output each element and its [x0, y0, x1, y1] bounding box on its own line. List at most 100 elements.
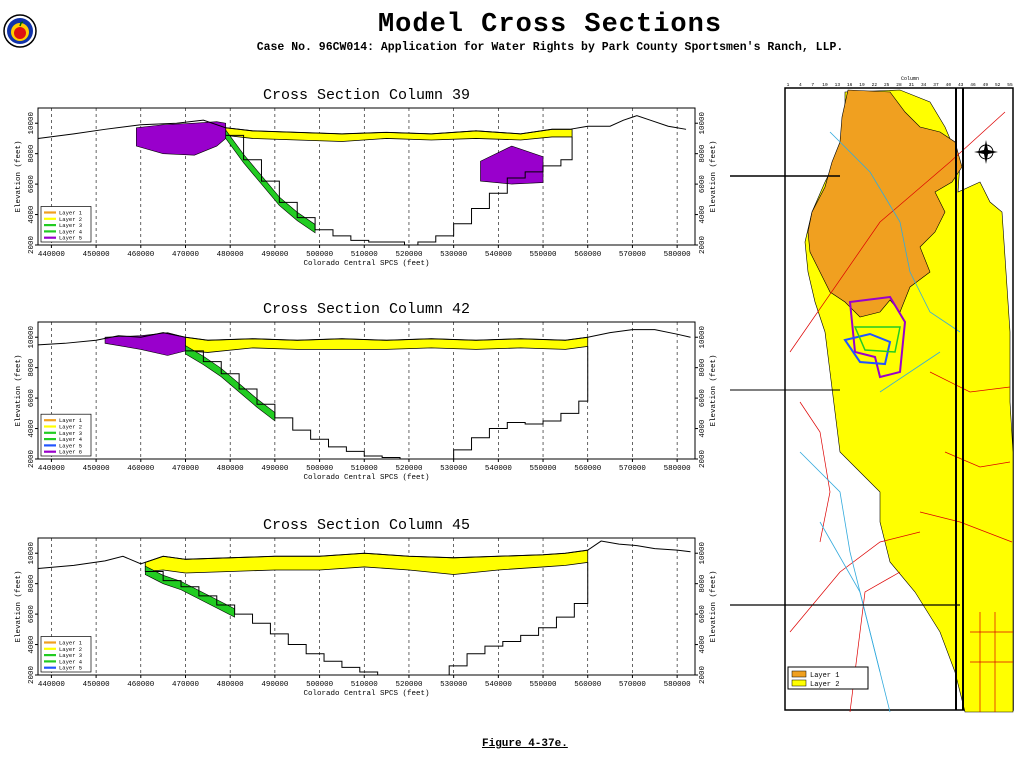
map-top-tick-label: 55	[1007, 82, 1013, 88]
x-tick-label: 440000	[38, 465, 66, 473]
x-tick-label: 550000	[530, 681, 558, 689]
page-subtitle: Case No. 96CW014: Application for Water …	[256, 41, 844, 54]
map-top-tick-label: 1	[787, 82, 790, 88]
y-tick-label: 10000	[28, 541, 36, 564]
y-axis-label: Elevation (feet)	[15, 570, 23, 642]
y-tick-label-right: 8000	[699, 358, 707, 377]
y-tick-label-right: 2000	[699, 666, 707, 685]
x-axis-label: Colorado Central SPCS (feet)	[303, 260, 429, 268]
ground-surface-line	[37, 540, 691, 569]
y-tick-label-right: 10000	[699, 325, 707, 348]
map-top-tick-label: 37	[933, 82, 939, 88]
map-top-tick-label: 34	[921, 82, 927, 88]
x-tick-label: 530000	[440, 465, 468, 473]
y-tick-label: 10000	[28, 111, 36, 134]
x-tick-label: 560000	[574, 465, 602, 473]
x-tick-label: 520000	[395, 251, 423, 259]
x-tick-label: 480000	[217, 681, 245, 689]
cross-section-chart-42: Cross Section Column 42 440000 450000 46000…	[15, 301, 718, 482]
legend-label: Layer 1	[59, 210, 83, 217]
y-tick-label-right: 6000	[699, 605, 707, 624]
map-top-ticks: 1 4 7 10 13 16 19 22 25 28 31 34 37 40 43 46 49 52 55	[787, 82, 1013, 88]
map-top-tick-label: 4	[799, 82, 802, 88]
legend-label: Layer 4	[59, 228, 83, 235]
x-tick-label: 490000	[261, 681, 289, 689]
y-tick-label: 8000	[28, 358, 36, 377]
x-tick-label: 570000	[619, 251, 647, 259]
basement-line	[145, 562, 589, 676]
y-axis-label-right: Elevation (feet)	[710, 354, 718, 426]
x-tick-label: 530000	[440, 251, 468, 259]
page-title: Model Cross Sections	[377, 10, 723, 40]
x-tick-label: 510000	[351, 465, 379, 473]
map-top-tick-label: 43	[958, 82, 964, 88]
x-axis-label: Colorado Central SPCS (feet)	[303, 474, 429, 482]
y-tick-label: 6000	[28, 605, 36, 624]
x-tick-label: 470000	[172, 681, 200, 689]
ground-surface-line	[37, 329, 691, 346]
x-tick-label: 520000	[395, 465, 423, 473]
legend-label: Layer 3	[59, 222, 82, 229]
map-top-tick-label: 19	[859, 82, 865, 88]
map-top-tick-label: 25	[884, 82, 890, 88]
x-tick-label: 540000	[485, 251, 513, 259]
ground-surface-line	[37, 115, 687, 139]
x-tick-label: 490000	[261, 251, 289, 259]
compass-icon	[974, 140, 998, 164]
x-tick-label: 500000	[306, 465, 334, 473]
y-tick-label: 6000	[28, 389, 36, 408]
legend-label: Layer 3	[59, 652, 82, 659]
map-top-tick-label: 52	[995, 82, 1001, 88]
map-legend-layer1: Layer 1	[810, 672, 839, 680]
legend-label: Layer 2	[59, 216, 82, 223]
x-tick-label: 450000	[83, 681, 111, 689]
map-top-tick-label: 16	[847, 82, 853, 88]
y-axis-label: Elevation (feet)	[15, 354, 23, 426]
x-tick-label: 550000	[530, 465, 558, 473]
x-tick-label: 530000	[440, 681, 468, 689]
legend-label: Layer 4	[59, 658, 83, 665]
x-tick-label: 550000	[530, 251, 558, 259]
x-tick-label: 460000	[127, 465, 155, 473]
x-tick-label: 560000	[574, 681, 602, 689]
map-green-outline	[853, 326, 901, 353]
y-tick-label-right: 6000	[699, 389, 707, 408]
x-tick-label: 460000	[127, 681, 155, 689]
location-map: Column 1 4 7 10 13 16 19 22 25 28 31 34 37 40 43 46 49 52…	[730, 76, 1014, 713]
y-tick-label-right: 4000	[699, 205, 707, 224]
y-axis-label: Elevation (feet)	[15, 140, 23, 212]
x-tick-label: 440000	[38, 681, 66, 689]
legend-label: Layer 6	[59, 449, 82, 456]
y-tick-label: 2000	[28, 236, 36, 255]
legend-label: Layer 2	[59, 424, 82, 431]
map-top-tick-label: 40	[946, 82, 952, 88]
cross-section-chart-39: Cross Section Column 39 440000 450000 46000…	[15, 87, 718, 268]
y-tick-label-right: 6000	[699, 175, 707, 194]
y-tick-label: 8000	[28, 574, 36, 593]
x-tick-label: 500000	[306, 681, 334, 689]
y-tick-label: 4000	[28, 635, 36, 654]
x-tick-label: 440000	[38, 251, 66, 259]
x-tick-label: 510000	[351, 251, 379, 259]
legend-label: Layer 2	[59, 646, 82, 653]
x-tick-label: 520000	[395, 681, 423, 689]
x-tick-label: 510000	[351, 681, 379, 689]
x-tick-label: 490000	[261, 465, 289, 473]
x-tick-label: 580000	[664, 465, 692, 473]
x-tick-label: 580000	[664, 251, 692, 259]
x-tick-label: 450000	[83, 251, 111, 259]
x-axis-label: Colorado Central SPCS (feet)	[303, 690, 429, 698]
y-tick-label: 2000	[28, 666, 36, 685]
map-top-tick-label: 46	[970, 82, 976, 88]
map-legend: Layer 1 Layer 2	[787, 666, 869, 690]
y-axis-label-right: Elevation (feet)	[710, 140, 718, 212]
map-top-tick-label: 22	[872, 82, 878, 88]
agency-logo-icon	[3, 14, 37, 48]
figure-label: Figure 4-37e.	[482, 738, 568, 750]
x-tick-label: 470000	[172, 465, 200, 473]
x-tick-label: 480000	[217, 465, 245, 473]
y-tick-label-right: 2000	[699, 450, 707, 469]
legend-label: Layer 1	[59, 640, 83, 647]
y-tick-label: 6000	[28, 175, 36, 194]
